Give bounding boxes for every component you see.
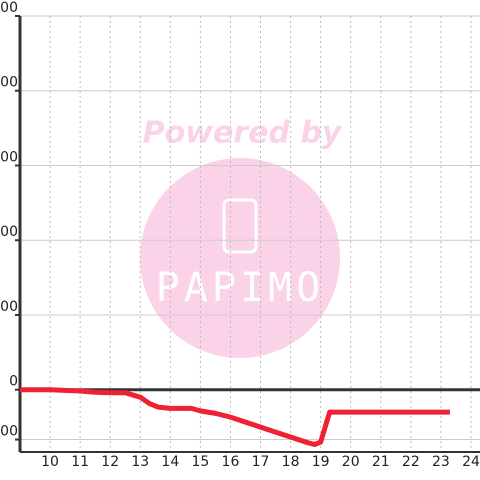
y-tick-label: 0 [9, 374, 18, 390]
y-tick-label: 150,000 [0, 0, 18, 16]
y-tick-label: 60,000 [0, 224, 18, 240]
x-tick-label: 21 [372, 454, 390, 470]
watermark-circle [140, 158, 340, 358]
x-tick-label: 10 [41, 454, 59, 470]
x-tick-label: 11 [71, 454, 89, 470]
watermark-text: Powered by [143, 116, 343, 151]
x-tick-label: 14 [161, 454, 179, 470]
y-tick-label: -20,000 [0, 424, 18, 440]
watermark-icon [222, 198, 258, 254]
y-tick-label: 120,000 [0, 75, 18, 91]
data-line [20, 387, 450, 448]
y-tick-label: 90,000 [0, 149, 18, 165]
x-tick-label: 13 [131, 454, 149, 470]
x-tick-label: 15 [191, 454, 209, 470]
x-tick-label: 24 [462, 454, 480, 470]
x-tick-label: 12 [101, 454, 119, 470]
x-tick-label: 20 [342, 454, 360, 470]
x-tick-label: 23 [432, 454, 450, 470]
x-tick-label: 16 [222, 454, 240, 470]
y-tick-label: 30,000 [0, 299, 18, 315]
x-tick-label: 22 [402, 454, 420, 470]
x-tick-label: 19 [312, 454, 330, 470]
watermark-logo: PAPIMO [156, 265, 325, 311]
x-tick-label: 18 [282, 454, 300, 470]
x-tick-label: 17 [252, 454, 270, 470]
